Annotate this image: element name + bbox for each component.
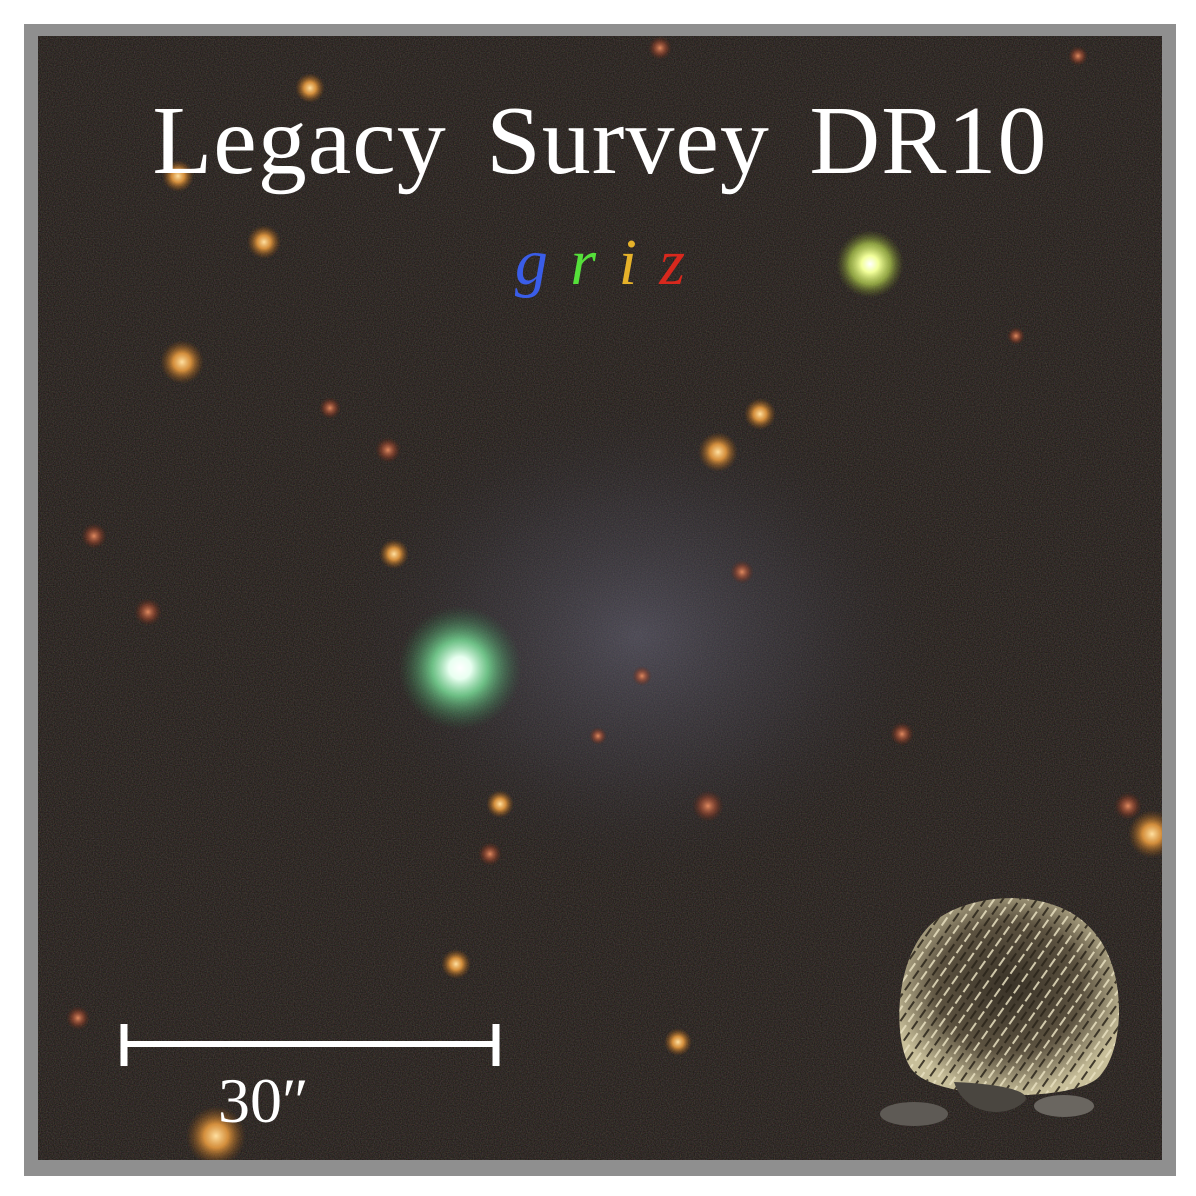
scale-bar	[120, 1024, 500, 1066]
sky-image: Legacy Survey DR10 g r i z 30″	[38, 36, 1162, 1160]
star	[648, 36, 672, 60]
star	[632, 666, 652, 686]
star	[730, 560, 754, 584]
stars	[66, 36, 1162, 1160]
star	[134, 598, 162, 626]
star	[1128, 810, 1162, 858]
band-r: r	[570, 226, 597, 299]
star	[744, 398, 776, 430]
star	[890, 722, 914, 746]
band-g: g	[514, 226, 548, 299]
diffuse-galaxy	[338, 396, 938, 876]
star	[81, 523, 107, 549]
star	[160, 340, 204, 384]
star	[319, 397, 341, 419]
hedgehog-icon	[854, 852, 1154, 1152]
star	[66, 1006, 90, 1030]
star	[1007, 327, 1025, 345]
star	[295, 73, 325, 103]
star	[162, 160, 194, 192]
band-legend: g r i z	[38, 228, 1162, 298]
star	[478, 842, 502, 866]
star	[1068, 46, 1088, 66]
star	[186, 1106, 246, 1160]
star	[698, 432, 738, 472]
band-i: i	[618, 226, 637, 299]
star	[375, 437, 401, 463]
scale-bar-label: 30″	[218, 1065, 309, 1136]
star	[692, 790, 724, 822]
star	[1114, 792, 1142, 820]
star	[486, 790, 514, 818]
star	[379, 539, 409, 569]
image-title: Legacy Survey DR10	[152, 87, 1048, 195]
star	[247, 225, 281, 259]
star	[441, 949, 471, 979]
band-z: z	[659, 226, 686, 299]
star	[664, 1028, 692, 1056]
bright-green-star	[398, 606, 522, 730]
star	[589, 727, 607, 745]
yellow-star	[836, 230, 904, 298]
